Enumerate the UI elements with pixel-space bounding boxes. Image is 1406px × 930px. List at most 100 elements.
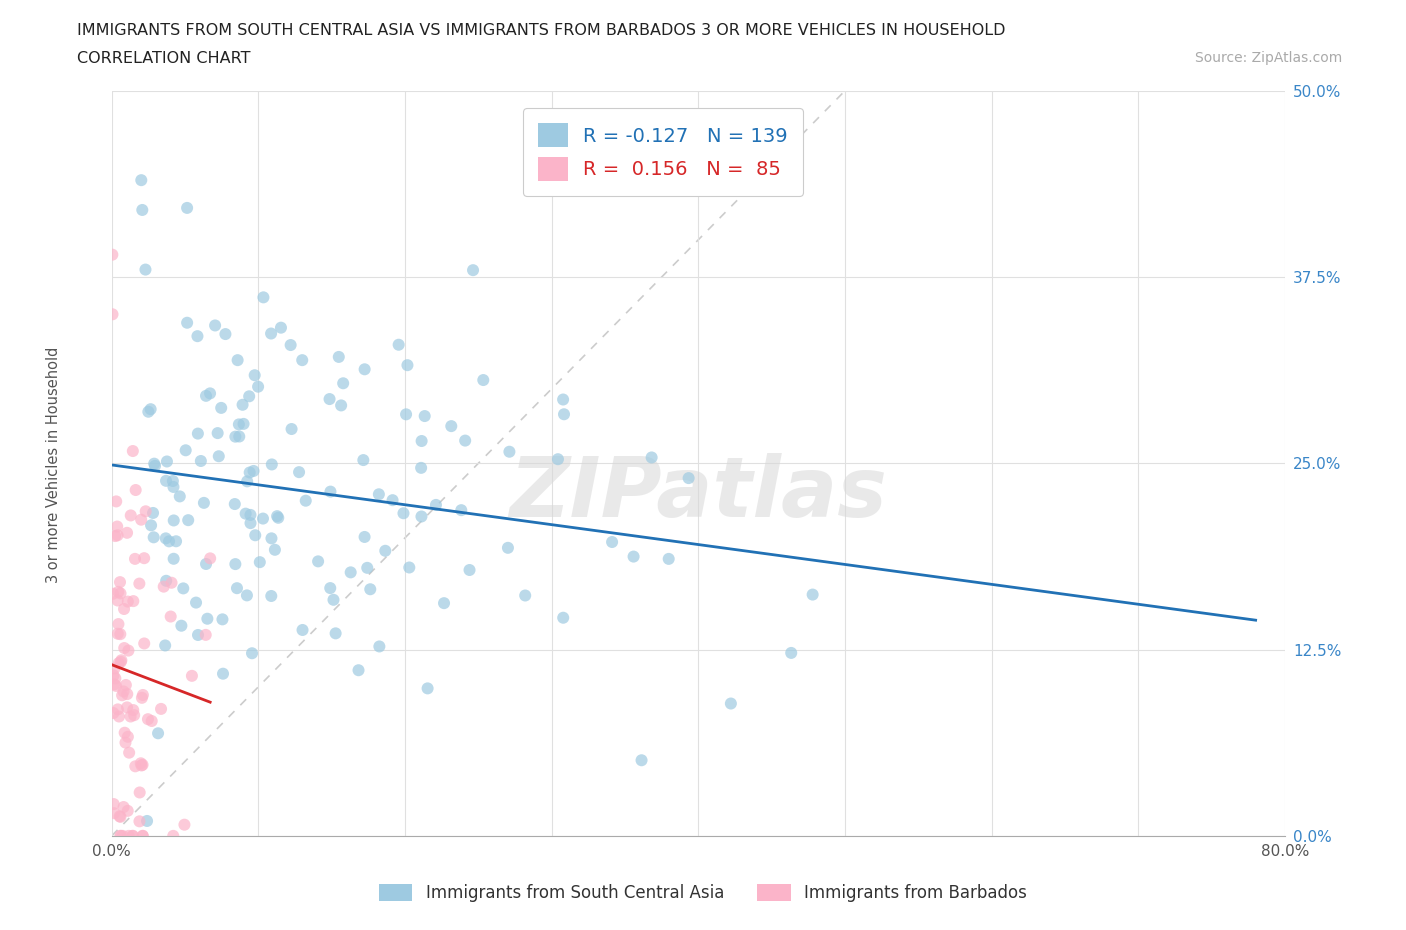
Point [553, 610, 575, 625]
Point [388, 338, 411, 352]
Point [239, 465, 262, 480]
Point [131, 690, 153, 705]
Point [291, 352, 314, 367]
Point [172, 581, 194, 596]
Point [117, 686, 139, 701]
Point [129, 173, 152, 188]
Point [187, 628, 209, 643]
Point [195, 389, 218, 404]
Point [190, 454, 212, 469]
Point [280, 421, 302, 436]
Point [110, 627, 132, 642]
Point [780, 645, 803, 660]
Point [211, 612, 233, 627]
Point [193, 496, 215, 511]
Point [120, 709, 142, 724]
Point [266, 509, 288, 524]
Point [252, 512, 274, 526]
Point [101, 586, 124, 601]
Point [553, 406, 575, 421]
Point [270, 320, 292, 335]
Point [264, 542, 287, 557]
Point [136, 711, 159, 726]
Point [105, 494, 128, 509]
Point [110, 809, 132, 824]
Point [224, 430, 246, 445]
Point [228, 429, 250, 444]
Point [146, 725, 169, 740]
Legend: Immigrants from South Central Asia, Immigrants from Barbados: Immigrants from South Central Asia, Immi… [371, 876, 1035, 910]
Point [107, 617, 129, 631]
Point [240, 645, 263, 660]
Point [121, 444, 143, 458]
Point [138, 405, 160, 419]
Text: Source: ZipAtlas.com: Source: ZipAtlas.com [1195, 51, 1343, 65]
Point [112, 684, 135, 698]
Text: CORRELATION CHART: CORRELATION CHART [77, 51, 250, 66]
Point [411, 433, 433, 448]
Point [107, 702, 129, 717]
Point [134, 551, 156, 565]
Point [129, 756, 152, 771]
Point [194, 628, 217, 643]
Point [118, 829, 141, 844]
Point [243, 367, 266, 382]
Point [232, 417, 254, 432]
Point [658, 551, 681, 566]
Point [155, 531, 177, 546]
Point [104, 671, 127, 685]
Point [110, 653, 132, 668]
Point [472, 373, 495, 388]
Point [207, 426, 229, 441]
Point [141, 713, 163, 728]
Point [104, 528, 127, 543]
Point [236, 474, 259, 489]
Point [177, 512, 200, 527]
Point [184, 595, 207, 610]
Point [112, 641, 135, 656]
Point [640, 450, 662, 465]
Point [367, 486, 389, 501]
Point [129, 512, 152, 527]
Point [103, 706, 125, 721]
Point [374, 543, 396, 558]
Point [134, 636, 156, 651]
Point [170, 618, 193, 633]
Point [112, 602, 135, 617]
Point [101, 247, 124, 262]
Point [212, 666, 235, 681]
Point [186, 328, 208, 343]
Point [209, 401, 232, 416]
Point [224, 497, 246, 512]
Point [214, 326, 236, 341]
Point [135, 504, 157, 519]
Point [169, 489, 191, 504]
Point [236, 588, 259, 603]
Point [319, 485, 342, 499]
Point [176, 315, 198, 330]
Point [132, 687, 155, 702]
Point [159, 609, 181, 624]
Point [411, 509, 433, 524]
Point [553, 392, 575, 407]
Text: IMMIGRANTS FROM SOUTH CENTRAL ASIA VS IMMIGRANTS FROM BARBADOS 3 OR MORE VEHICLE: IMMIGRANTS FROM SOUTH CENTRAL ASIA VS IM… [77, 23, 1005, 38]
Legend: R = -0.127   N = 139, R =  0.156   N =  85: R = -0.127 N = 139, R = 0.156 N = 85 [523, 108, 803, 196]
Point [623, 549, 645, 564]
Point [181, 669, 204, 684]
Point [260, 589, 283, 604]
Point [155, 574, 177, 589]
Point [398, 560, 420, 575]
Point [226, 352, 249, 367]
Point [117, 729, 139, 744]
Point [160, 576, 183, 591]
Point [339, 565, 361, 579]
Point [224, 557, 246, 572]
Point [162, 480, 184, 495]
Point [122, 593, 145, 608]
Point [108, 709, 131, 724]
Point [396, 358, 419, 373]
Point [381, 493, 404, 508]
Point [124, 759, 146, 774]
Point [115, 525, 138, 540]
Point [131, 203, 153, 218]
